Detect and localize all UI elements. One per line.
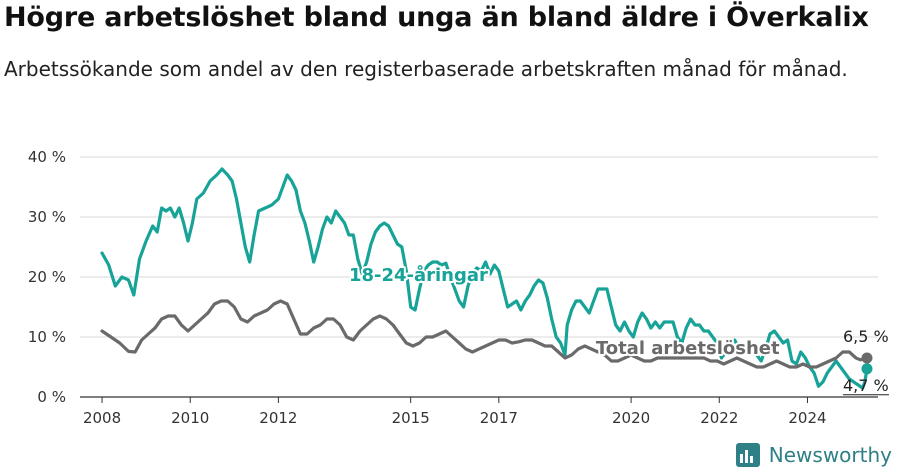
- y-tick-label-4: 40 %: [28, 148, 66, 166]
- label-group: 18-24-åringar Total arbetslöshet 6,5 % 4,7 …: [347, 262, 889, 396]
- x-tick-label-0: 2008: [83, 409, 121, 427]
- series-line-0: [100, 167, 869, 390]
- x-tick-label-3: 2015: [392, 409, 430, 427]
- series-line-1: [100, 299, 869, 369]
- x-tick-label-7: 2024: [788, 409, 826, 427]
- x-tick-label-2: 2012: [259, 409, 297, 427]
- newsworthy-logo-icon: [735, 443, 760, 467]
- x-axis: 2008 2010 2012 2015 2017 2020 2022 2024: [83, 397, 827, 427]
- series-label-0: 18-24-åringar: [349, 264, 488, 286]
- chart-subtitle: Arbetssökande som andel av den registerb…: [4, 57, 848, 81]
- x-tick-label-6: 2022: [700, 409, 738, 427]
- grid: [80, 156, 878, 398]
- series-end-point-1: [861, 352, 873, 364]
- y-tick-label-0: 0 %: [37, 388, 66, 406]
- brand-name: Newsworthy: [768, 443, 892, 467]
- end-label-youth: 4,7 %: [843, 376, 889, 395]
- y-tick-label-1: 10 %: [28, 328, 66, 346]
- brand[interactable]: Newsworthy: [735, 442, 892, 468]
- y-tick-label-3: 30 %: [28, 208, 66, 226]
- x-tick-label-5: 2020: [612, 409, 650, 427]
- end-label-total: 6,5 %: [843, 327, 889, 346]
- y-tick-label-2: 20 %: [28, 268, 66, 286]
- x-tick-label-1: 2010: [171, 409, 209, 427]
- series-end-point-0: [861, 363, 873, 375]
- x-tick-label-4: 2017: [480, 409, 518, 427]
- series-group: [100, 167, 873, 390]
- chart-title: Högre arbetslöshet bland unga än bland ä…: [4, 2, 869, 33]
- y-axis: 0 % 10 % 20 % 30 % 40 %: [28, 148, 66, 406]
- series-label-1: Total arbetslöshet: [596, 338, 780, 359]
